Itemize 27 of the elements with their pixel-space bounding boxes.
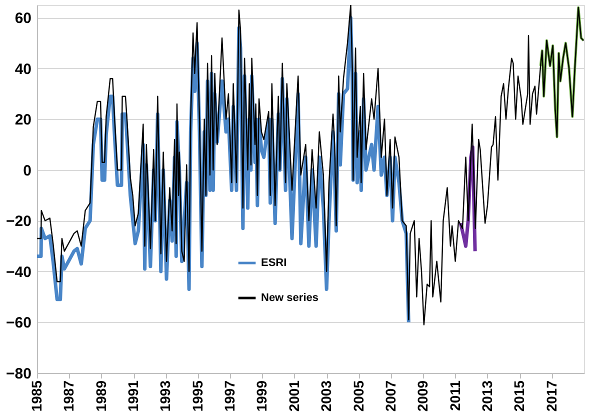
x-tick-label: 2003 (318, 380, 334, 412)
x-tick-label: 2015 (511, 380, 528, 412)
y-tick-label: −60 (6, 314, 32, 332)
x-tick-label: 2017 (543, 380, 560, 412)
y-tick-label: −20 (6, 213, 32, 230)
y-tick-label: 20 (14, 112, 32, 129)
x-tick-label: 1991 (125, 380, 142, 412)
x-tick-label: 2013 (478, 380, 495, 412)
x-tick-label: 1985 (28, 380, 44, 412)
y-tick-label: −80 (6, 366, 32, 382)
x-tick-label: 1987 (60, 380, 77, 412)
y-tick-label: 40 (14, 60, 32, 78)
x-tick-label: 1997 (222, 380, 238, 412)
x-tick-label: 2011 (446, 380, 463, 411)
x-tick-label: 1995 (189, 380, 206, 412)
x-tick-label: 2007 (382, 380, 398, 412)
x-tick-label: 2005 (350, 380, 366, 412)
x-tick-label: 1993 (157, 380, 174, 412)
legend-label: New series (261, 292, 318, 304)
y-tick-label: 0 (23, 162, 32, 180)
y-tick-label: −40 (6, 264, 32, 281)
y-tick-label: 60 (14, 10, 32, 28)
x-tick-label: 1999 (254, 380, 270, 412)
x-tick-label: 2009 (414, 380, 431, 412)
legend-label: ESRI (261, 257, 287, 269)
x-tick-label: 1989 (92, 380, 109, 412)
x-tick-label: 2001 (286, 380, 302, 412)
